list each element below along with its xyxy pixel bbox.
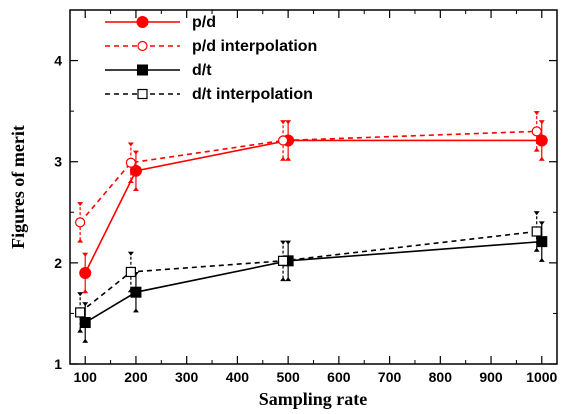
data-point	[79, 317, 91, 329]
series-line	[84, 139, 542, 274]
y-tick-label: 2	[54, 255, 62, 271]
data-point	[79, 266, 92, 279]
error-cap-bottom	[538, 156, 545, 161]
legend-label: d/t	[192, 62, 212, 79]
y-tick-label: 4	[54, 53, 62, 69]
error-cap-bottom	[280, 277, 287, 282]
error-cap-top	[285, 240, 292, 245]
data-point	[75, 307, 86, 318]
x-tick-label: 1000	[526, 369, 557, 385]
legend: p/d p/d interpolation d/t d/t interpolation	[105, 14, 317, 103]
error-cap-top	[82, 252, 89, 257]
error-cap-bottom	[538, 257, 545, 262]
series-p-d-interpolation	[75, 111, 542, 243]
error-cap-top	[77, 292, 84, 297]
legend-marker	[137, 40, 148, 52]
error-cap-bottom	[82, 338, 89, 343]
series-line	[84, 240, 542, 324]
legend-marker	[136, 16, 149, 28]
error-cap-bottom	[285, 277, 292, 282]
error-cap-bottom	[132, 187, 139, 192]
error-cap-top	[82, 302, 89, 307]
data-point	[277, 255, 289, 266]
error-cap-top	[538, 120, 545, 125]
error-cap-bottom	[82, 289, 89, 294]
legend-item: p/d	[105, 14, 216, 31]
data-point	[125, 157, 136, 168]
legend-item: d/t interpolation	[105, 86, 313, 103]
series-layer	[75, 111, 548, 343]
series-line	[79, 130, 537, 223]
error-cap-top	[533, 211, 540, 216]
series-d-t	[79, 221, 548, 343]
x-tick-label: 900	[479, 369, 503, 385]
error-cap-top	[127, 142, 134, 147]
data-point	[531, 126, 542, 137]
x-tick-label: 800	[429, 369, 453, 385]
error-cap-bottom	[127, 288, 134, 293]
error-cap-bottom	[280, 156, 287, 161]
error-cap-bottom	[127, 178, 134, 183]
series-d-t-interpolation	[75, 211, 542, 333]
error-cap-bottom	[132, 308, 139, 313]
x-tick-label: 600	[327, 369, 351, 385]
error-cap-top	[77, 202, 84, 207]
y-tick-label: 3	[54, 154, 62, 170]
x-tick-label: 700	[378, 369, 402, 385]
error-cap-bottom	[285, 156, 292, 161]
x-tick-label: 500	[276, 369, 300, 385]
error-cap-top	[280, 240, 287, 245]
error-cap-top	[127, 251, 134, 256]
x-axis-label: Sampling rate	[259, 389, 368, 409]
x-tick-label: 200	[124, 369, 148, 385]
legend-label: p/d	[192, 14, 216, 31]
error-cap-top	[533, 111, 540, 116]
series-line	[79, 230, 537, 314]
data-point	[75, 217, 86, 228]
error-cap-top	[538, 221, 545, 226]
x-tick-label: 100	[74, 369, 98, 385]
y-axis-label: Figures of merit	[8, 125, 28, 249]
axis-tick-labels: 100 200 300 400 500 600 700 800 900 1000 1 2 3 4	[54, 53, 557, 385]
data-point	[531, 226, 542, 237]
legend-label: p/d interpolation	[192, 38, 317, 55]
error-cap-top	[132, 150, 139, 155]
legend-marker	[137, 88, 148, 100]
axis-ticks	[70, 10, 557, 365]
error-cap-bottom	[533, 147, 540, 152]
y-tick-label: 1	[54, 356, 62, 372]
data-point	[536, 236, 548, 248]
error-cap-bottom	[533, 247, 540, 252]
error-cap-bottom	[77, 238, 84, 243]
legend-label: d/t interpolation	[192, 86, 313, 103]
data-point	[535, 134, 548, 147]
error-cap-bottom	[77, 328, 84, 333]
x-tick-label: 400	[226, 369, 250, 385]
error-cap-top	[285, 120, 292, 125]
error-cap-top	[280, 120, 287, 125]
legend-item: p/d interpolation	[105, 38, 317, 55]
series-p-d	[79, 120, 548, 294]
legend-marker	[137, 64, 148, 76]
plot-frame	[69, 9, 558, 365]
data-point	[277, 135, 289, 146]
data-point	[125, 266, 136, 278]
x-tick-label: 300	[175, 369, 199, 385]
data-point	[129, 164, 142, 177]
legend-item: d/t	[105, 62, 212, 79]
